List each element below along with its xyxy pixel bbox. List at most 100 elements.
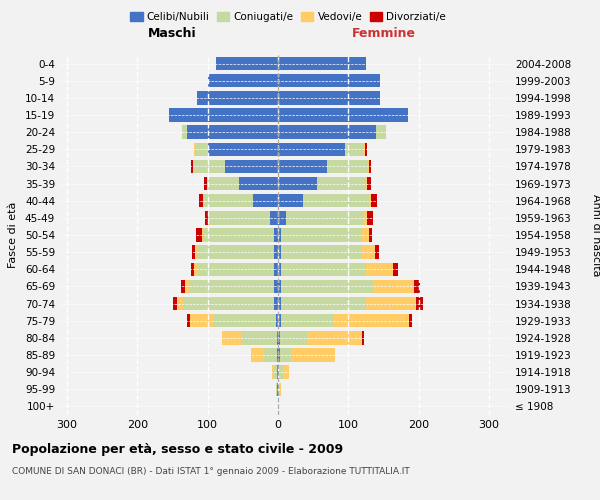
Text: Popolazione per età, sesso e stato civile - 2009: Popolazione per età, sesso e stato civil…: [12, 442, 343, 456]
Bar: [203, 194, 204, 207]
Bar: [283, 366, 289, 379]
Bar: [205, 211, 208, 224]
Bar: [210, 211, 269, 224]
Bar: [278, 194, 302, 207]
Bar: [280, 382, 281, 396]
Bar: [278, 297, 281, 310]
Bar: [203, 228, 274, 241]
Bar: [278, 348, 280, 362]
Bar: [278, 262, 281, 276]
Bar: [281, 314, 334, 328]
Bar: [277, 366, 278, 379]
Bar: [278, 57, 366, 70]
Bar: [367, 177, 371, 190]
Bar: [251, 348, 264, 362]
Bar: [192, 246, 195, 259]
Bar: [334, 314, 409, 328]
Bar: [253, 194, 278, 207]
Bar: [274, 366, 277, 379]
Bar: [195, 246, 197, 259]
Bar: [278, 314, 281, 328]
Bar: [204, 194, 253, 207]
Bar: [281, 262, 366, 276]
Bar: [190, 314, 212, 328]
Bar: [264, 348, 277, 362]
Bar: [278, 366, 280, 379]
Bar: [191, 262, 194, 276]
Bar: [274, 297, 278, 310]
Legend: Celibi/Nubili, Coniugati/e, Vedovi/e, Divorziati/e: Celibi/Nubili, Coniugati/e, Vedovi/e, Di…: [126, 8, 450, 26]
Bar: [278, 228, 281, 241]
Bar: [216, 57, 278, 70]
Bar: [239, 177, 278, 190]
Bar: [292, 348, 335, 362]
Bar: [366, 262, 392, 276]
Bar: [286, 211, 364, 224]
Bar: [370, 194, 371, 207]
Bar: [367, 211, 373, 224]
Bar: [278, 211, 286, 224]
Bar: [302, 194, 370, 207]
Bar: [225, 160, 278, 173]
Bar: [208, 177, 239, 190]
Bar: [409, 314, 412, 328]
Bar: [191, 160, 193, 173]
Bar: [364, 211, 367, 224]
Bar: [365, 142, 367, 156]
Bar: [183, 297, 274, 310]
Bar: [345, 142, 364, 156]
Bar: [373, 280, 413, 293]
Bar: [392, 262, 398, 276]
Bar: [197, 262, 274, 276]
Bar: [181, 280, 185, 293]
Bar: [376, 126, 386, 139]
Bar: [274, 280, 278, 293]
Bar: [274, 262, 278, 276]
Text: Maschi: Maschi: [148, 27, 197, 40]
Bar: [207, 177, 208, 190]
Bar: [281, 246, 362, 259]
Bar: [182, 126, 187, 139]
Bar: [269, 211, 278, 224]
Bar: [276, 382, 277, 396]
Bar: [278, 142, 345, 156]
Bar: [375, 246, 379, 259]
Bar: [241, 331, 277, 344]
Bar: [173, 297, 178, 310]
Bar: [277, 382, 278, 396]
Bar: [278, 74, 380, 88]
Bar: [178, 297, 183, 310]
Bar: [362, 246, 375, 259]
Bar: [187, 126, 278, 139]
Bar: [277, 331, 278, 344]
Bar: [278, 331, 280, 344]
Y-axis label: Fasce di età: Fasce di età: [8, 202, 18, 268]
Bar: [368, 160, 371, 173]
Bar: [272, 366, 274, 379]
Bar: [416, 297, 423, 310]
Bar: [280, 331, 307, 344]
Bar: [208, 142, 278, 156]
Bar: [317, 177, 366, 190]
Bar: [204, 177, 207, 190]
Bar: [281, 280, 373, 293]
Bar: [208, 74, 278, 88]
Bar: [327, 160, 368, 173]
Bar: [366, 177, 367, 190]
Bar: [199, 194, 203, 207]
Bar: [281, 297, 366, 310]
Bar: [278, 108, 408, 122]
Bar: [370, 228, 372, 241]
Bar: [194, 142, 195, 156]
Bar: [278, 177, 317, 190]
Bar: [194, 262, 197, 276]
Text: COMUNE DI SAN DONACI (BR) - Dati ISTAT 1° gennaio 2009 - Elaborazione TUTTITALIA: COMUNE DI SAN DONACI (BR) - Dati ISTAT 1…: [12, 468, 410, 476]
Bar: [197, 91, 278, 104]
Bar: [193, 160, 194, 173]
Bar: [278, 91, 380, 104]
Bar: [274, 246, 278, 259]
Bar: [280, 348, 292, 362]
Bar: [274, 228, 278, 241]
Bar: [278, 280, 281, 293]
Bar: [169, 108, 278, 122]
